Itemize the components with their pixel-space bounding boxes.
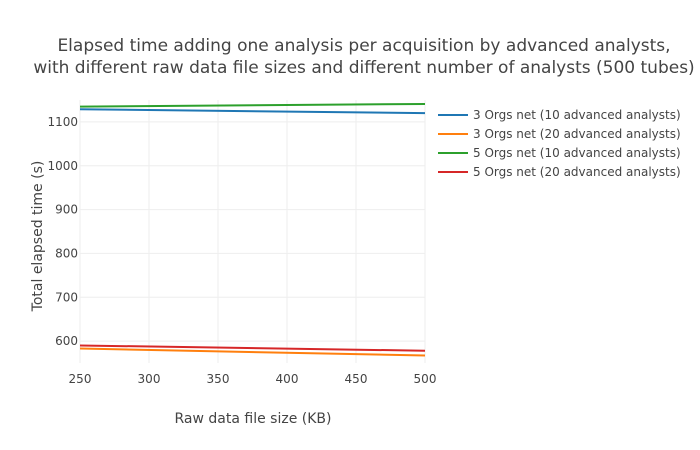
x-tick-label-400: 400 (276, 372, 299, 386)
legend-item-2[interactable]: 3 Orgs net (20 advanced analysts) (438, 127, 681, 141)
y-tick-labels: 600 700 800 900 1000 1100 (47, 115, 78, 348)
y-tick-label-600: 600 (55, 334, 78, 348)
x-gridlines (79, 100, 426, 363)
y-tick-label-1000: 1000 (47, 159, 78, 173)
x-tick-label-250: 250 (69, 372, 92, 386)
x-tick-label-300: 300 (138, 372, 161, 386)
x-tick-label-350: 350 (207, 372, 230, 386)
legend-label-1: 3 Orgs net (10 advanced analysts) (473, 108, 681, 122)
legend-label-3: 5 Orgs net (10 advanced analysts) (473, 146, 681, 160)
x-axis-title: Raw data file size (KB) (175, 411, 332, 427)
series-line-3[interactable] (79, 102, 426, 108)
legend-item-3[interactable]: 5 Orgs net (10 advanced analysts) (438, 146, 681, 160)
x-tick-label-450: 450 (345, 372, 368, 386)
legend-item-1[interactable]: 3 Orgs net (10 advanced analysts) (438, 108, 681, 122)
chart-title: Elapsed time adding one analysis per acq… (33, 36, 694, 78)
y-axis-title: Total elapsed time (s) (30, 161, 46, 313)
series-line-1[interactable] (79, 108, 426, 115)
y-tick-label-1100: 1100 (47, 115, 78, 129)
y-tick-label-900: 900 (55, 203, 78, 217)
chart-title-line-2: with different raw data file sizes and d… (33, 58, 694, 78)
x-tick-label-500: 500 (414, 372, 437, 386)
legend[interactable]: 3 Orgs net (10 advanced analysts) 3 Orgs … (438, 108, 681, 179)
series-lines[interactable] (79, 102, 426, 357)
y-gridlines (80, 121, 425, 342)
legend-label-2: 3 Orgs net (20 advanced analysts) (473, 127, 681, 141)
x-tick-labels: 250 300 350 400 450 500 (69, 372, 437, 386)
y-tick-label-800: 800 (55, 246, 78, 260)
series-line-2[interactable] (79, 347, 426, 357)
y-tick-label-700: 700 (55, 290, 78, 304)
legend-item-4[interactable]: 5 Orgs net (20 advanced analysts) (438, 165, 681, 179)
series-line-4[interactable] (79, 344, 426, 352)
chart-title-line-1: Elapsed time adding one analysis per acq… (57, 36, 670, 56)
legend-label-4: 5 Orgs net (20 advanced analysts) (473, 165, 681, 179)
